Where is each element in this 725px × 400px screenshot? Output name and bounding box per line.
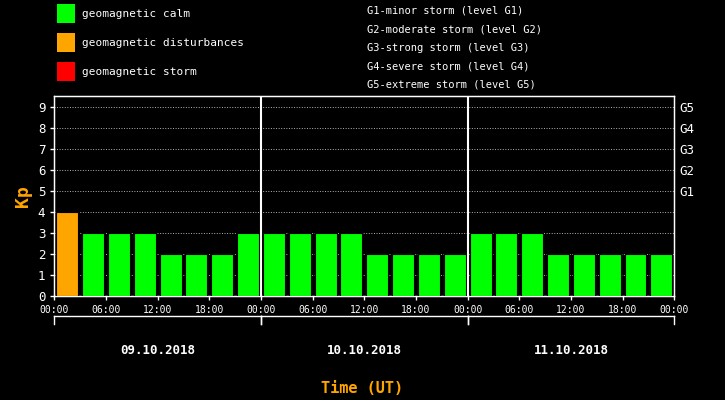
Text: 11.10.2018: 11.10.2018 (534, 344, 608, 357)
Bar (263, 233, 285, 296)
Y-axis label: Kp: Kp (14, 185, 33, 207)
Text: geomagnetic storm: geomagnetic storm (82, 67, 197, 77)
Bar (108, 233, 130, 296)
Text: G1-minor storm (level G1): G1-minor storm (level G1) (368, 6, 523, 16)
Text: G3-strong storm (level G3): G3-strong storm (level G3) (368, 43, 530, 53)
Text: geomagnetic disturbances: geomagnetic disturbances (82, 38, 244, 48)
Bar (237, 233, 259, 296)
Text: G4-severe storm (level G4): G4-severe storm (level G4) (368, 61, 530, 71)
Bar (470, 233, 492, 296)
Bar (289, 233, 311, 296)
Bar (392, 254, 414, 296)
Bar (315, 233, 336, 296)
Bar (82, 233, 104, 296)
Bar (160, 254, 181, 296)
Bar (211, 254, 233, 296)
Bar (57, 62, 75, 82)
Text: geomagnetic calm: geomagnetic calm (82, 9, 190, 19)
Bar (57, 212, 78, 296)
Bar (57, 4, 75, 23)
Text: G5-extreme storm (level G5): G5-extreme storm (level G5) (368, 80, 536, 90)
Bar (624, 254, 647, 296)
Bar (444, 254, 465, 296)
Text: Time (UT): Time (UT) (321, 381, 404, 396)
Text: G2-moderate storm (level G2): G2-moderate storm (level G2) (368, 24, 542, 34)
Bar (57, 33, 75, 52)
Bar (599, 254, 621, 296)
Bar (418, 254, 440, 296)
Bar (650, 254, 672, 296)
Bar (341, 233, 362, 296)
Bar (186, 254, 207, 296)
Bar (495, 233, 518, 296)
Bar (573, 254, 594, 296)
Bar (547, 254, 569, 296)
Bar (366, 254, 388, 296)
Text: 09.10.2018: 09.10.2018 (120, 344, 195, 357)
Bar (521, 233, 543, 296)
Text: 10.10.2018: 10.10.2018 (327, 344, 402, 357)
Bar (134, 233, 156, 296)
